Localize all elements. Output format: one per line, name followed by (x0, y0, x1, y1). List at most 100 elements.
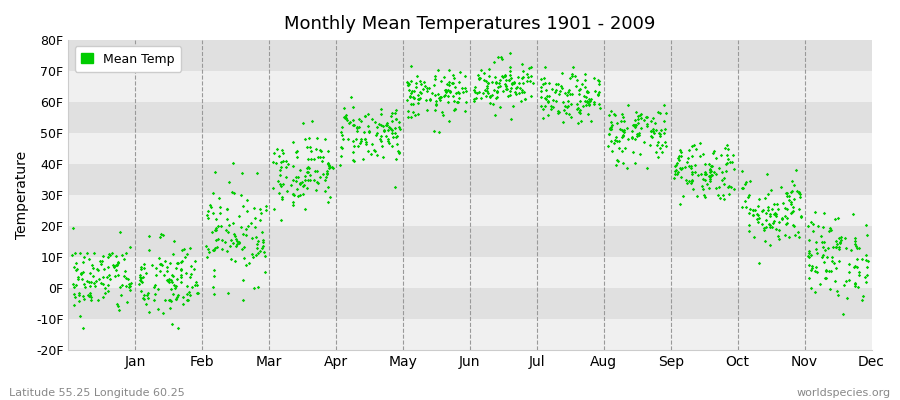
Point (307, 177, 321, 184)
Point (541, 112, 555, 118)
Point (752, 214, 766, 221)
Point (674, 166, 688, 172)
Point (507, 103, 521, 109)
Point (699, 181, 714, 187)
Point (696, 176, 710, 182)
Point (702, 185, 716, 191)
Point (408, 112, 422, 118)
Point (227, 230, 241, 237)
Point (602, 112, 616, 118)
Point (645, 126, 660, 132)
Point (626, 149, 641, 155)
Point (168, 295, 183, 302)
Point (428, 107, 443, 113)
Point (180, 297, 194, 303)
Point (440, 86, 454, 93)
Point (357, 136, 372, 142)
Point (472, 75, 486, 82)
Point (176, 300, 190, 307)
Point (519, 78, 534, 85)
Point (372, 121, 386, 127)
Point (296, 191, 310, 197)
Point (609, 120, 624, 126)
Point (310, 180, 325, 187)
Point (76, 325, 90, 332)
Point (520, 71, 535, 77)
Point (766, 220, 780, 226)
Point (654, 141, 669, 148)
Point (564, 114, 579, 120)
Point (230, 238, 244, 244)
Point (247, 284, 261, 291)
Point (703, 174, 717, 180)
Point (427, 128, 441, 134)
Point (718, 160, 733, 167)
Point (605, 147, 619, 154)
Point (654, 148, 669, 155)
Point (137, 265, 151, 272)
Point (68, 250, 83, 256)
Point (505, 80, 519, 86)
Point (737, 180, 751, 187)
Point (248, 234, 263, 240)
Point (164, 298, 178, 305)
Point (851, 272, 866, 278)
Legend: Mean Temp: Mean Temp (75, 46, 181, 72)
Point (351, 124, 365, 130)
Point (839, 245, 853, 252)
Point (440, 81, 454, 87)
Point (401, 80, 416, 86)
Point (323, 164, 338, 170)
Point (494, 54, 508, 60)
Point (759, 210, 773, 216)
Point (631, 116, 645, 123)
Point (184, 262, 198, 269)
Point (318, 136, 332, 142)
Point (647, 130, 662, 136)
Point (698, 170, 713, 177)
Point (670, 170, 684, 177)
Point (786, 222, 800, 228)
Point (818, 268, 832, 274)
Point (612, 145, 626, 151)
Point (842, 269, 856, 275)
Point (385, 134, 400, 140)
Point (357, 136, 372, 142)
Point (291, 193, 305, 200)
Point (274, 164, 288, 170)
Point (222, 178, 237, 185)
Point (353, 140, 367, 146)
Point (320, 161, 335, 167)
Point (256, 237, 270, 243)
Point (832, 238, 847, 245)
Point (814, 233, 828, 239)
Point (738, 198, 752, 204)
Point (549, 81, 563, 88)
Point (446, 72, 460, 78)
Point (759, 224, 773, 230)
Point (381, 138, 395, 144)
Point (573, 86, 588, 92)
Point (191, 290, 205, 296)
Point (572, 98, 587, 104)
Point (686, 186, 700, 192)
Point (778, 212, 793, 219)
Point (113, 284, 128, 290)
Point (485, 79, 500, 86)
Point (147, 283, 161, 290)
Point (746, 212, 760, 218)
Point (479, 78, 493, 84)
Point (76, 296, 91, 302)
Point (95, 274, 110, 281)
Point (404, 100, 419, 107)
Point (804, 252, 818, 258)
Point (97, 266, 112, 272)
Point (679, 176, 693, 183)
Point (274, 159, 289, 165)
Point (83, 283, 97, 289)
Point (403, 93, 418, 100)
Point (229, 235, 243, 242)
Point (318, 177, 332, 184)
Point (346, 122, 361, 128)
Point (414, 90, 428, 97)
